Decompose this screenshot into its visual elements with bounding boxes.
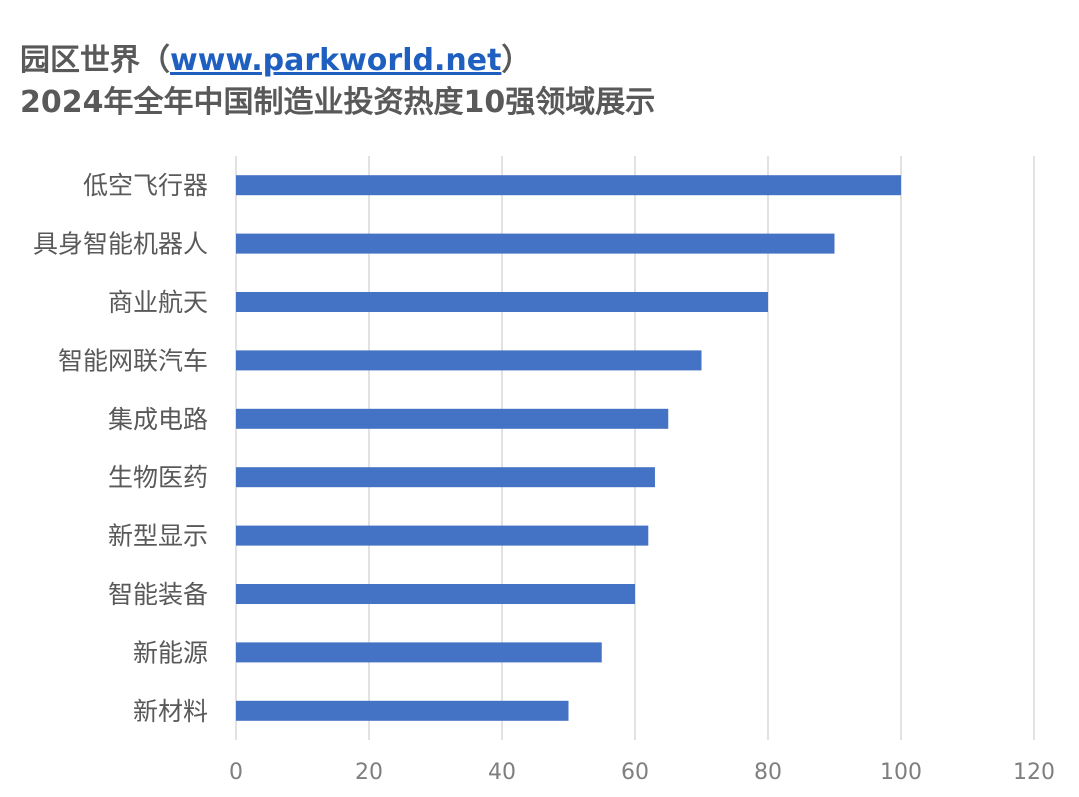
x-tick-label: 60 <box>621 760 649 785</box>
title-suffix: ） <box>501 43 532 78</box>
bar-2 <box>236 292 768 312</box>
category-label: 新能源 <box>133 638 208 667</box>
bar-1 <box>236 233 835 254</box>
category-label: 商业航天 <box>108 288 208 317</box>
website-link[interactable]: www.parkworld.net <box>170 43 502 78</box>
x-tick-label: 0 <box>229 760 243 785</box>
category-label: 智能装备 <box>108 580 208 609</box>
category-label: 新型显示 <box>108 522 208 551</box>
bar-3 <box>236 350 702 371</box>
bar-5 <box>236 467 655 488</box>
bar-6 <box>236 525 649 546</box>
bar-7 <box>236 584 635 604</box>
x-tick-label: 40 <box>488 760 516 785</box>
category-label: 新材料 <box>133 697 208 726</box>
title-prefix: 园区世界（ <box>20 43 170 78</box>
x-tick-label: 80 <box>754 760 782 785</box>
category-label: 具身智能机器人 <box>33 230 208 259</box>
bar-4 <box>236 408 669 429</box>
category-label: 智能网联汽车 <box>58 346 208 375</box>
title-line-2: 2024年全年中国制造业投资热度10强领域展示 <box>20 85 656 120</box>
chart-title: 园区世界（www.parkworld.net） 2024年全年中国制造业投资热度… <box>20 40 655 124</box>
bar-0 <box>236 175 901 196</box>
category-label: 低空飞行器 <box>83 171 208 200</box>
category-label: 集成电路 <box>108 405 208 434</box>
x-tick-label: 100 <box>880 760 922 785</box>
x-tick-label: 20 <box>355 760 383 785</box>
x-tick-label: 120 <box>1013 760 1055 785</box>
title-line-1: 园区世界（www.parkworld.net） <box>20 40 655 82</box>
category-label: 生物医药 <box>108 463 208 492</box>
bar-9 <box>236 700 569 721</box>
bar-8 <box>236 642 602 663</box>
